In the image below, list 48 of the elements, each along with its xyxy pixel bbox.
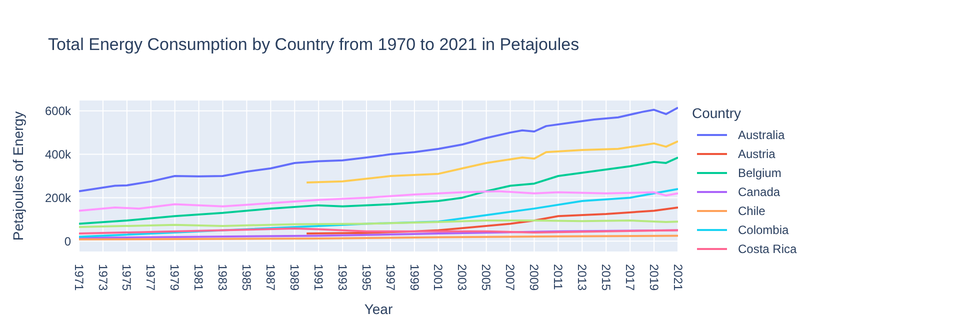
x-tick-label: 2003 xyxy=(455,264,470,292)
line-series xyxy=(79,188,678,238)
line-series xyxy=(306,140,678,184)
legend-label: Australia xyxy=(738,128,785,142)
y-tick-label: 0 xyxy=(64,234,72,248)
legend-title: Country xyxy=(692,105,742,121)
x-tick-label: 1975 xyxy=(120,264,134,292)
x-tick-label: 2015 xyxy=(598,264,613,292)
line-series xyxy=(306,206,678,235)
x-tick-label: 1989 xyxy=(287,264,302,292)
x-tick-label: 1979 xyxy=(168,264,182,292)
x-tick-label: 1985 xyxy=(240,264,254,292)
x-tick-label: 2007 xyxy=(503,264,518,292)
x-tick-label: 2001 xyxy=(431,264,446,292)
x-tick-label: 2009 xyxy=(527,264,542,292)
line-series xyxy=(79,220,678,228)
x-tick-label: 1995 xyxy=(359,264,374,292)
legend-label: Canada xyxy=(738,184,780,198)
legend-label: Colombia xyxy=(738,222,789,236)
x-tick-label: 2021 xyxy=(670,264,685,292)
x-tick-label: 1971 xyxy=(72,264,86,292)
x-tick-label: 1987 xyxy=(263,264,278,292)
x-tick-label: 1993 xyxy=(335,264,350,292)
line-series xyxy=(79,156,678,225)
x-tick-label: 1997 xyxy=(383,264,398,292)
x-tick-label: 1991 xyxy=(311,264,326,292)
x-tick-label: 1977 xyxy=(144,264,158,292)
y-tick-label: 200k xyxy=(44,190,72,205)
line-series xyxy=(79,190,678,212)
x-tick-label: 2019 xyxy=(646,264,661,292)
legend-label: Austria xyxy=(738,146,776,160)
x-tick-label: 1983 xyxy=(216,264,230,292)
x-tick-label: 2017 xyxy=(622,264,637,292)
x-tick-label: 2013 xyxy=(574,264,589,292)
x-axis-title: Year xyxy=(364,301,393,317)
y-tick-label: 600k xyxy=(44,104,72,118)
y-axis-title: Petajoules of Energy xyxy=(10,111,26,241)
y-tick-label: 400k xyxy=(44,148,72,162)
chart-title: Total Energy Consumption by Country from 1970 to 2021 in Petajoules xyxy=(48,35,580,55)
legend-label: Belgium xyxy=(738,166,782,180)
x-tick-label: 1999 xyxy=(407,264,422,292)
x-tick-label: 1981 xyxy=(192,264,206,292)
legend-label: Costa Rica xyxy=(738,242,797,256)
x-tick-label: 1973 xyxy=(96,264,110,292)
legend-label: Chile xyxy=(738,204,766,218)
line-series xyxy=(79,106,678,192)
x-tick-label: 2011 xyxy=(551,264,565,290)
x-tick-label: 2005 xyxy=(479,264,494,292)
